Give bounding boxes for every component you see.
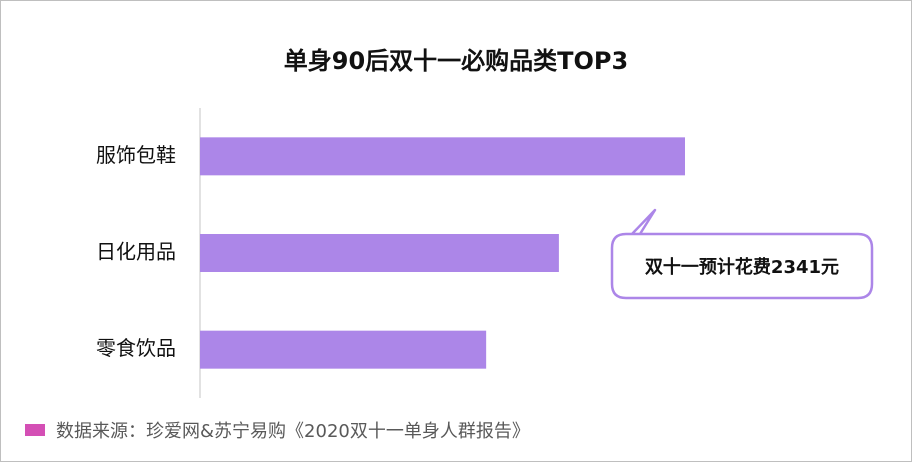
source-note: 数据来源：珍爱网&苏宁易购《2020双十一单身人群报告》 bbox=[56, 421, 530, 442]
bar bbox=[200, 330, 487, 369]
source-marker bbox=[25, 424, 45, 436]
annotation: 双十一预计花费2341元 bbox=[645, 256, 839, 278]
y-tick-label: 日化用品 bbox=[96, 240, 176, 264]
y-tick-label: 零食饮品 bbox=[96, 336, 176, 360]
chart-title: 单身90后双十一必购品类TOP3 bbox=[284, 47, 628, 75]
bar bbox=[200, 137, 685, 176]
callout bbox=[610, 208, 874, 300]
bar bbox=[200, 234, 559, 272]
y-tick-label: 服饰包鞋 bbox=[96, 143, 176, 167]
